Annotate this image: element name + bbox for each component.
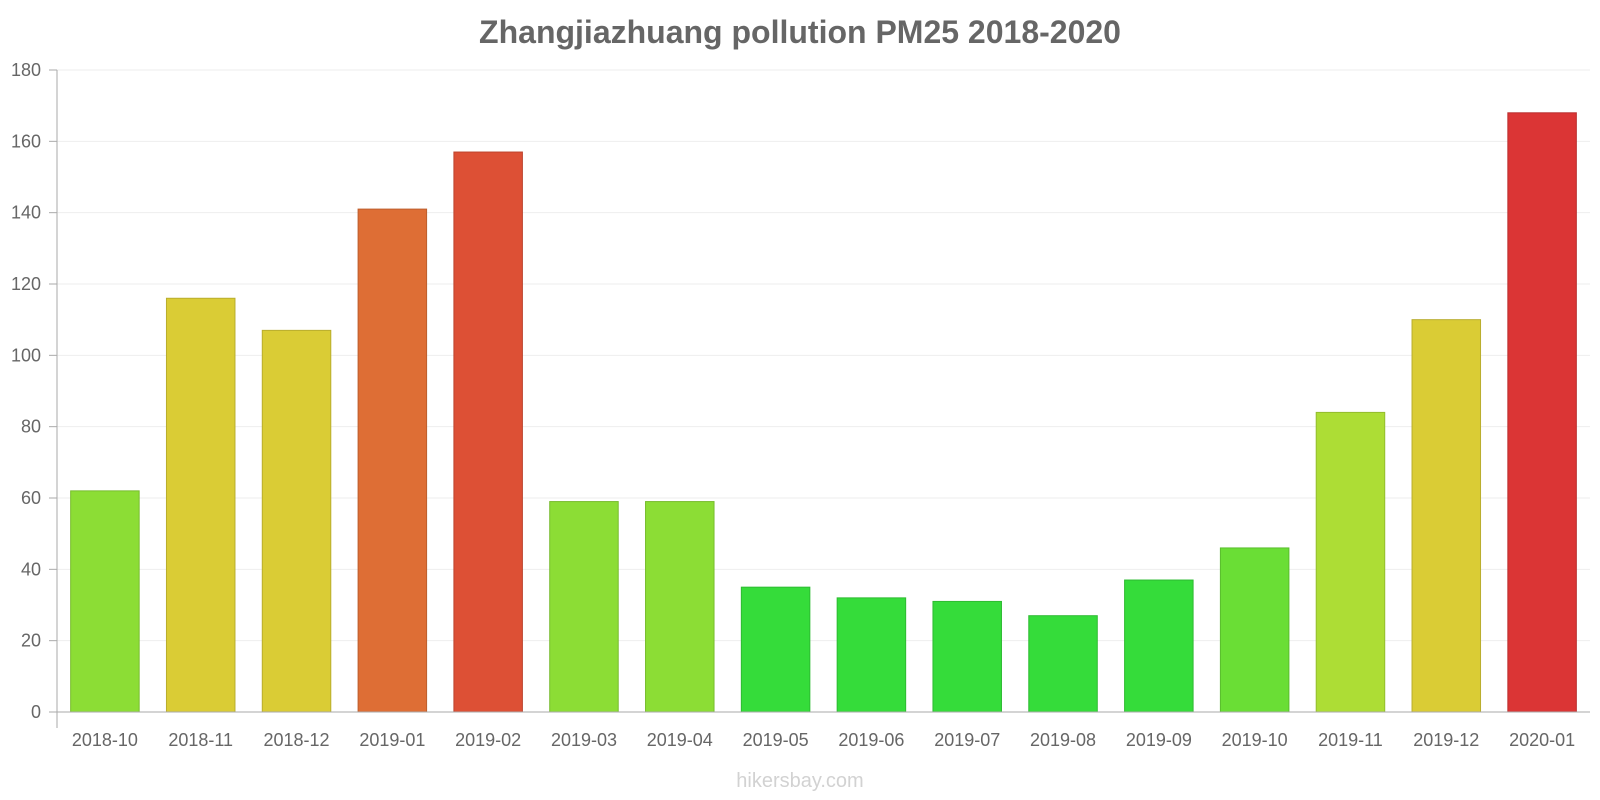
x-tick-label-2019-10: 2019-10 xyxy=(1222,730,1288,750)
bar-2019-01[interactable] xyxy=(357,208,428,713)
y-tick-label-100: 100 xyxy=(11,345,41,365)
x-tick-label-2020-01: 2020-01 xyxy=(1509,730,1575,750)
bar-2019-07[interactable] xyxy=(932,600,1002,713)
x-tick-label-2019-08: 2019-08 xyxy=(1030,730,1096,750)
x-tick-label-2018-12: 2018-12 xyxy=(264,730,330,750)
bar-2019-10[interactable] xyxy=(1219,547,1290,713)
x-tick-label-2018-11: 2018-11 xyxy=(168,730,233,750)
x-tick-label-2019-02: 2019-02 xyxy=(455,730,521,750)
x-tick-label-2019-07: 2019-07 xyxy=(934,730,1000,750)
bar-2018-12[interactable] xyxy=(261,329,332,713)
x-tick-label-2019-06: 2019-06 xyxy=(838,730,904,750)
x-tick-label-2019-12: 2019-12 xyxy=(1413,730,1479,750)
y-tick-label-160: 160 xyxy=(11,131,41,151)
x-tick-label-2018-10: 2018-10 xyxy=(72,730,138,750)
y-tick-label-0: 0 xyxy=(31,702,41,722)
y-tick-label-60: 60 xyxy=(21,488,41,508)
chart-title: Zhangjiazhuang pollution PM25 2018-2020 xyxy=(479,14,1121,50)
y-tick-label-20: 20 xyxy=(21,631,41,651)
bar-2019-09[interactable] xyxy=(1124,579,1194,713)
bar-2018-10[interactable] xyxy=(70,490,140,713)
bar-2019-05[interactable] xyxy=(740,586,811,713)
y-tick-label-40: 40 xyxy=(21,559,41,579)
bar-2019-11[interactable] xyxy=(1315,411,1386,713)
x-tick-label-2019-03: 2019-03 xyxy=(551,730,617,750)
bar-2018-11[interactable] xyxy=(165,297,236,713)
y-tick-label-180: 180 xyxy=(11,60,41,80)
y-tick-label-80: 80 xyxy=(21,417,41,437)
bar-2019-08[interactable] xyxy=(1028,615,1098,713)
axes xyxy=(49,69,1590,728)
watermark: hikersbay.com xyxy=(736,770,864,792)
tick-labels: 0 20 40 60 80 100 120 140 160 180 2018-10 2018-11 20… xyxy=(11,60,1575,750)
x-tick-label-2019-05: 2019-05 xyxy=(743,730,809,750)
x-tick-label-2019-01: 2019-01 xyxy=(359,730,425,750)
x-tick-label-2019-04: 2019-04 xyxy=(647,730,713,750)
bar-2019-06[interactable] xyxy=(836,597,907,713)
x-tick-label-2019-11: 2019-11 xyxy=(1318,730,1383,750)
bar-2019-03[interactable] xyxy=(549,501,619,713)
x-tick-label-2019-09: 2019-09 xyxy=(1126,730,1192,750)
bar-2019-12[interactable] xyxy=(1411,319,1482,713)
y-tick-label-120: 120 xyxy=(11,274,41,294)
bars xyxy=(70,112,1577,713)
bar-2019-04[interactable] xyxy=(645,501,715,713)
bar-2020-01[interactable] xyxy=(1507,112,1577,713)
y-tick-label-140: 140 xyxy=(11,203,41,223)
bar-2019-02[interactable] xyxy=(453,151,523,713)
